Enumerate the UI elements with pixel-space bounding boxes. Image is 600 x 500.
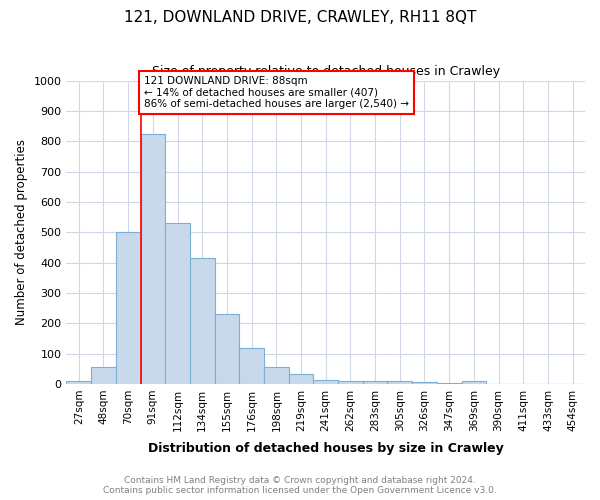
X-axis label: Distribution of detached houses by size in Crawley: Distribution of detached houses by size … <box>148 442 503 455</box>
Bar <box>165 223 190 384</box>
Bar <box>461 382 486 384</box>
Bar <box>412 382 437 384</box>
Bar <box>140 134 165 384</box>
Bar <box>289 374 313 384</box>
Bar <box>239 348 264 384</box>
Text: Contains HM Land Registry data © Crown copyright and database right 2024.
Contai: Contains HM Land Registry data © Crown c… <box>103 476 497 495</box>
Title: Size of property relative to detached houses in Crawley: Size of property relative to detached ho… <box>152 65 500 78</box>
Bar <box>338 381 363 384</box>
Bar <box>215 314 239 384</box>
Bar <box>313 380 338 384</box>
Y-axis label: Number of detached properties: Number of detached properties <box>15 139 28 325</box>
Bar <box>264 367 289 384</box>
Bar <box>388 382 412 384</box>
Bar <box>91 366 116 384</box>
Text: 121, DOWNLAND DRIVE, CRAWLEY, RH11 8QT: 121, DOWNLAND DRIVE, CRAWLEY, RH11 8QT <box>124 10 476 25</box>
Text: 121 DOWNLAND DRIVE: 88sqm
← 14% of detached houses are smaller (407)
86% of semi: 121 DOWNLAND DRIVE: 88sqm ← 14% of detac… <box>144 76 409 110</box>
Bar <box>67 382 91 384</box>
Bar <box>116 232 140 384</box>
Bar <box>190 258 215 384</box>
Bar <box>363 380 388 384</box>
